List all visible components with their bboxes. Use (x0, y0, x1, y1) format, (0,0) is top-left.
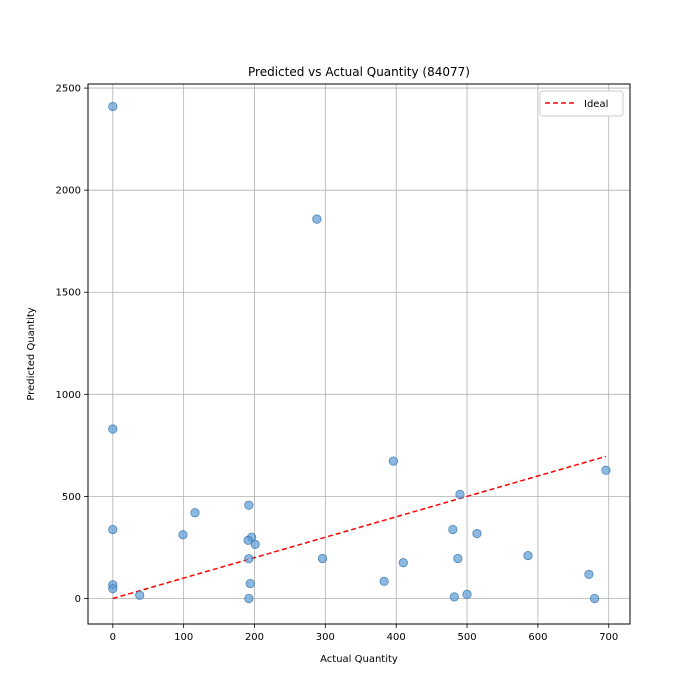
data-point (398, 558, 408, 568)
data-point (449, 592, 459, 602)
x-tick-label: 400 (387, 632, 406, 643)
data-point (108, 101, 118, 112)
data-point (108, 524, 118, 535)
ideal-line-layer (112, 455, 607, 600)
x-tick-label: 0 (110, 632, 116, 643)
plot-frame (87, 83, 631, 625)
y-tick-label: 500 (62, 492, 81, 503)
x-tick-label: 100 (174, 632, 193, 643)
y-axis-label: Predicted Quantity (26, 307, 37, 400)
data-point (601, 465, 611, 475)
x-tick-label: 200 (245, 632, 264, 643)
x-axis-label: Actual Quantity (320, 654, 398, 665)
data-point (135, 590, 145, 600)
data-point (462, 589, 472, 599)
data-point (317, 553, 328, 564)
x-tick-label: 500 (457, 632, 476, 643)
y-tick-label: 1000 (56, 390, 81, 401)
data-point (108, 424, 118, 434)
x-tick-label: 700 (599, 632, 618, 643)
data-point (448, 524, 458, 535)
data-point (250, 539, 260, 549)
y-tick-label: 2500 (56, 84, 81, 95)
data-point (379, 576, 389, 586)
y-tick-label: 0 (75, 594, 81, 605)
x-tick-label: 300 (316, 632, 335, 643)
chart-title: Predicted vs Actual Quantity (84077) (248, 65, 470, 79)
y-tick-label: 1500 (56, 288, 81, 299)
data-point (455, 489, 465, 499)
data-point (244, 593, 254, 604)
ideal-line (112, 455, 607, 600)
data-point (584, 569, 594, 579)
data-point (244, 554, 254, 564)
legend: Ideal (539, 90, 624, 117)
data-point (178, 530, 188, 540)
points-layer (108, 101, 611, 604)
legend-box (539, 90, 624, 117)
data-point (108, 584, 118, 594)
data-point (244, 500, 254, 510)
data-point (312, 214, 322, 224)
data-point (190, 508, 200, 518)
data-point (523, 551, 533, 561)
y-ticks: 0 500 1000 1500 2000 2500 (56, 84, 88, 605)
y-tick-label: 2000 (56, 186, 81, 197)
legend-ideal-label: Ideal (584, 99, 608, 110)
x-ticks: 0 100 200 300 400 500 600 700 (110, 624, 618, 643)
data-point (589, 593, 600, 604)
data-point (388, 456, 398, 466)
data-point (472, 528, 482, 539)
data-point (245, 578, 255, 589)
x-tick-label: 600 (528, 632, 547, 643)
grid (88, 84, 630, 624)
data-point (243, 535, 253, 545)
data-point (453, 553, 463, 564)
